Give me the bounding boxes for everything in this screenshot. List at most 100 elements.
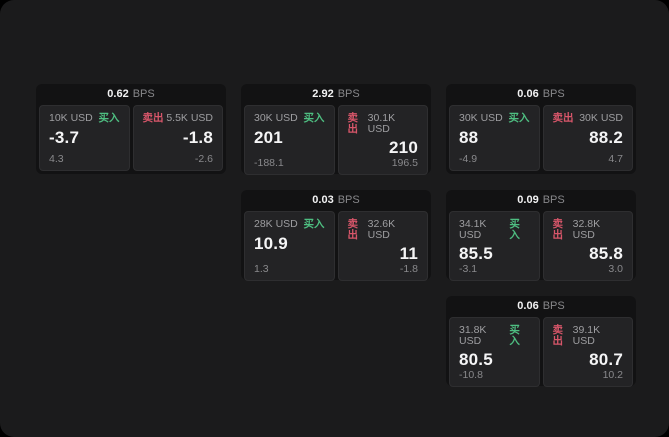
sell-panel-top: 卖出 32.8K USD xyxy=(553,219,624,240)
bps-unit-label: BPS xyxy=(337,194,360,206)
buy-amount: 30K USD xyxy=(254,112,298,124)
bps-header: 0.06 BPS xyxy=(449,296,633,317)
buy-panel-top: 30K USD 买入 xyxy=(459,113,530,124)
buy-amount: 30K USD xyxy=(459,112,503,124)
bps-value: 0.06 xyxy=(517,88,539,100)
buy-sell-panels: 10K USD 买入 -3.7 4.3 卖出 5.5K USD -1.8 -2.… xyxy=(39,105,223,171)
sell-quote-button[interactable]: 卖出 5.5K USD -1.8 -2.6 xyxy=(132,105,223,171)
buy-label: 买入 xyxy=(303,112,325,124)
quote-card-grid: 0.62 BPS 10K USD 买入 -3.7 4.3 卖出 5.5K USD xyxy=(36,84,636,388)
sell-price: 80.7 xyxy=(589,350,623,369)
buy-sell-panels: 28K USD 买入 10.9 1.3 卖出 32.6K USD 11 -1.8 xyxy=(244,211,428,282)
buy-panel-top: 28K USD 买入 xyxy=(254,219,325,230)
sell-amount: 5.5K USD xyxy=(166,112,213,124)
buy-panel-top: 10K USD 买入 xyxy=(49,113,120,124)
buy-change: -10.8 xyxy=(459,368,483,381)
sell-amount: 32.8K USD xyxy=(572,218,601,241)
sell-change: -2.6 xyxy=(194,152,213,165)
buy-quote-button[interactable]: 31.8K USD 买入 80.5 -10.8 xyxy=(449,317,540,388)
bps-header: 0.03 BPS xyxy=(244,190,428,211)
buy-label: 买入 xyxy=(303,218,325,230)
buy-change: 4.3 xyxy=(49,152,64,165)
sell-price: 88.2 xyxy=(589,127,623,147)
bps-unit-label: BPS xyxy=(542,300,565,312)
buy-quote-button[interactable]: 30K USD 买入 201 -188.1 xyxy=(244,105,335,176)
bps-value: 0.62 xyxy=(107,88,129,100)
sell-label: 卖出 xyxy=(347,218,359,241)
sell-panel-top: 卖出 5.5K USD xyxy=(143,113,214,124)
sell-label: 卖出 xyxy=(347,112,359,135)
sell-quote-button[interactable]: 卖出 39.1K USD 80.7 10.2 xyxy=(542,317,633,388)
sell-amount: 32.6K USD xyxy=(367,218,396,241)
sell-panel-top: 卖出 39.1K USD xyxy=(553,325,624,346)
buy-price: -3.7 xyxy=(49,127,80,147)
sell-change: 4.7 xyxy=(608,152,623,165)
bps-value: 2.92 xyxy=(312,88,334,100)
buy-panel-top: 31.8K USD 买入 xyxy=(459,325,530,346)
sell-panel-top: 卖出 30K USD xyxy=(553,113,624,124)
sell-label: 卖出 xyxy=(552,324,564,347)
bps-value: 0.03 xyxy=(312,194,334,206)
buy-change: -3.1 xyxy=(459,262,478,275)
buy-change: -188.1 xyxy=(254,156,284,169)
sell-quote-button[interactable]: 卖出 32.6K USD 11 -1.8 xyxy=(337,211,428,282)
bps-unit-label: BPS xyxy=(542,88,565,100)
buy-amount: 10K USD xyxy=(49,112,93,124)
bps-header: 0.09 BPS xyxy=(449,190,633,211)
sell-quote-button[interactable]: 卖出 32.8K USD 85.8 3.0 xyxy=(542,211,633,282)
buy-price: 88 xyxy=(459,127,479,147)
buy-change: 1.3 xyxy=(254,262,269,275)
buy-label: 买入 xyxy=(509,218,520,241)
buy-amount: 34.1K USD xyxy=(459,218,487,241)
sell-label: 卖出 xyxy=(552,218,564,241)
sell-quote-button[interactable]: 卖出 30K USD 88.2 4.7 xyxy=(542,105,633,171)
buy-price: 10.9 xyxy=(254,233,288,253)
bps-unit-label: BPS xyxy=(542,194,565,206)
buy-label: 买入 xyxy=(98,112,120,124)
bps-header: 0.06 BPS xyxy=(449,84,633,105)
buy-amount: 31.8K USD xyxy=(459,324,487,347)
buy-quote-button[interactable]: 30K USD 买入 88 -4.9 xyxy=(449,105,540,171)
sell-change: -1.8 xyxy=(399,262,418,275)
quote-card: 0.09 BPS 34.1K USD 买入 85.5 -3.1 卖出 32.8K… xyxy=(446,190,636,282)
quote-card: 2.92 BPS 30K USD 买入 201 -188.1 卖出 30.1K … xyxy=(241,84,431,176)
buy-price: 80.5 xyxy=(459,350,493,369)
sell-quote-button[interactable]: 卖出 30.1K USD 210 196.5 xyxy=(337,105,428,176)
bps-value: 0.06 xyxy=(517,300,539,312)
buy-sell-panels: 30K USD 买入 201 -188.1 卖出 30.1K USD 210 1… xyxy=(244,105,428,176)
quote-card: 0.06 BPS 31.8K USD 买入 80.5 -10.8 卖出 39.1… xyxy=(446,296,636,388)
bps-unit-label: BPS xyxy=(132,88,155,100)
buy-sell-panels: 31.8K USD 买入 80.5 -10.8 卖出 39.1K USD 80.… xyxy=(449,317,633,388)
buy-label: 买入 xyxy=(508,112,530,124)
sell-panel-top: 卖出 30.1K USD xyxy=(348,113,419,134)
bps-header: 0.62 BPS xyxy=(39,84,223,105)
sell-amount: 30K USD xyxy=(579,112,623,124)
buy-quote-button[interactable]: 10K USD 买入 -3.7 4.3 xyxy=(39,105,130,171)
quote-card: 0.62 BPS 10K USD 买入 -3.7 4.3 卖出 5.5K USD xyxy=(36,84,226,174)
buy-label: 买入 xyxy=(509,324,520,347)
buy-quote-button[interactable]: 34.1K USD 买入 85.5 -3.1 xyxy=(449,211,540,282)
buy-sell-panels: 30K USD 买入 88 -4.9 卖出 30K USD 88.2 4.7 xyxy=(449,105,633,171)
sell-price: 11 xyxy=(399,244,418,263)
sell-label: 卖出 xyxy=(142,112,164,124)
sell-change: 3.0 xyxy=(608,262,623,275)
buy-panel-top: 34.1K USD 买入 xyxy=(459,219,530,240)
buy-quote-button[interactable]: 28K USD 买入 10.9 1.3 xyxy=(244,211,335,282)
bps-value: 0.09 xyxy=(517,194,539,206)
buy-change: -4.9 xyxy=(459,152,478,165)
bps-unit-label: BPS xyxy=(337,88,360,100)
quote-card: 0.06 BPS 30K USD 买入 88 -4.9 卖出 30K USD xyxy=(446,84,636,174)
sell-change: 10.2 xyxy=(602,368,623,381)
sell-change: 196.5 xyxy=(391,156,418,169)
sell-panel-top: 卖出 32.6K USD xyxy=(348,219,419,240)
quote-card: 0.03 BPS 28K USD 买入 10.9 1.3 卖出 32.6K US… xyxy=(241,190,431,282)
buy-amount: 28K USD xyxy=(254,218,298,230)
sell-price: -1.8 xyxy=(182,127,213,147)
sell-price: 210 xyxy=(389,138,418,157)
sell-label: 卖出 xyxy=(552,112,574,124)
sell-price: 85.8 xyxy=(589,244,623,263)
sell-amount: 30.1K USD xyxy=(367,112,396,135)
buy-panel-top: 30K USD 买入 xyxy=(254,113,325,124)
buy-price: 201 xyxy=(254,127,283,147)
